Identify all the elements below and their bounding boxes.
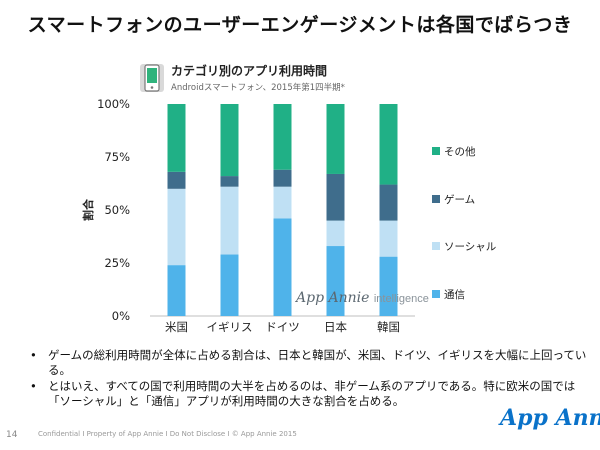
bar-segment [220, 186, 239, 255]
watermark-suffix: intelligence [373, 293, 429, 305]
legend-swatch [432, 242, 440, 250]
bar-segment [273, 169, 292, 187]
bar-segment [379, 256, 398, 316]
bullet-list: • ゲームの総利用時間が全体に占める割合は、日本と韓国が、米国、ドイツ、イギリス… [28, 348, 588, 410]
bullet-item: • ゲームの総利用時間が全体に占める割合は、日本と韓国が、米国、ドイツ、イギリス… [28, 348, 588, 378]
bar-segment [220, 104, 239, 177]
bullet-symbol: • [30, 379, 37, 393]
bar-segment [220, 254, 239, 316]
watermark: App Annie intelligence [296, 290, 429, 306]
y-tick-label: 0% [112, 309, 130, 323]
x-tick-label: 米国 [165, 320, 188, 334]
bullet-text: とはいえ、すべての国で利用時間の大半を占めるのは、非ゲーム系のアプリである。特に… [48, 379, 576, 408]
legend-label: ゲーム [444, 194, 475, 206]
page-number: 14 [6, 430, 18, 440]
slide-title: スマートフォンのユーザーエンゲージメントは各国でばらつき [27, 14, 573, 36]
smartphone-icon [140, 64, 164, 92]
bar-segment [273, 186, 292, 219]
bullet-symbol: • [30, 348, 37, 362]
bar-segment [326, 220, 345, 247]
x-tick-label: ドイツ [265, 320, 300, 334]
legend-swatch [432, 195, 440, 203]
x-tick-label: イギリス [207, 320, 253, 334]
bar-segment [326, 173, 345, 221]
bar-segment [379, 220, 398, 257]
legend-swatch [432, 147, 440, 155]
bullet-item: • とはいえ、すべての国で利用時間の大半を占めるのは、非ゲーム系のアプリである。… [28, 379, 588, 409]
legend-label: ソーシャル [444, 241, 496, 253]
footer-note: Confidential I Property of App Annie I D… [38, 430, 297, 438]
bar-segment [379, 104, 398, 185]
bar-segment [326, 246, 345, 316]
legend-swatch [432, 290, 440, 298]
legend-label: その他 [444, 145, 476, 158]
bar-segment [167, 171, 186, 189]
y-tick-label: 100% [97, 97, 130, 111]
legend-label: 通信 [444, 289, 465, 301]
bar-segment [167, 188, 186, 266]
bar-segment [167, 104, 186, 172]
y-tick-label: 75% [104, 150, 130, 164]
bar-segment [273, 218, 292, 316]
x-tick-label: 韓国 [377, 320, 400, 334]
chart-title: カテゴリ別のアプリ利用時間 [171, 64, 328, 78]
y-tick-label: 25% [104, 256, 130, 270]
chart-subtitle: Androidスマートフォン、2015年第1四半期* [171, 83, 345, 93]
bar-segment [167, 265, 186, 316]
bar-segment [273, 104, 292, 170]
chart-header: カテゴリ別のアプリ利用時間 Androidスマートフォン、2015年第1四半期* [135, 60, 435, 96]
y-axis-label: 割合 [81, 198, 95, 221]
bullet-text: ゲームの総利用時間が全体に占める割合は、日本と韓国が、米国、ドイツ、イギリスを大… [48, 348, 587, 377]
bar-segment [220, 176, 239, 187]
app-annie-logo: App Annie [500, 405, 600, 431]
x-tick-label: 日本 [324, 320, 347, 334]
y-tick-label: 50% [104, 203, 130, 217]
bar-segment [326, 104, 345, 174]
bar-segment [379, 184, 398, 221]
watermark-brand: App Annie [296, 290, 370, 306]
